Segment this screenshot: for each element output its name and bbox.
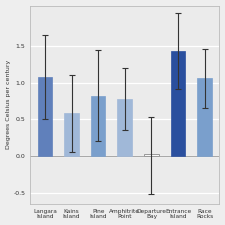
Bar bbox=[38, 77, 52, 156]
Y-axis label: Degrees Celsius per century: Degrees Celsius per century bbox=[6, 60, 11, 149]
Bar bbox=[64, 113, 79, 156]
Bar bbox=[144, 154, 159, 156]
Bar bbox=[117, 99, 132, 156]
Bar bbox=[198, 78, 212, 156]
Bar bbox=[91, 96, 106, 156]
Bar bbox=[171, 51, 185, 156]
